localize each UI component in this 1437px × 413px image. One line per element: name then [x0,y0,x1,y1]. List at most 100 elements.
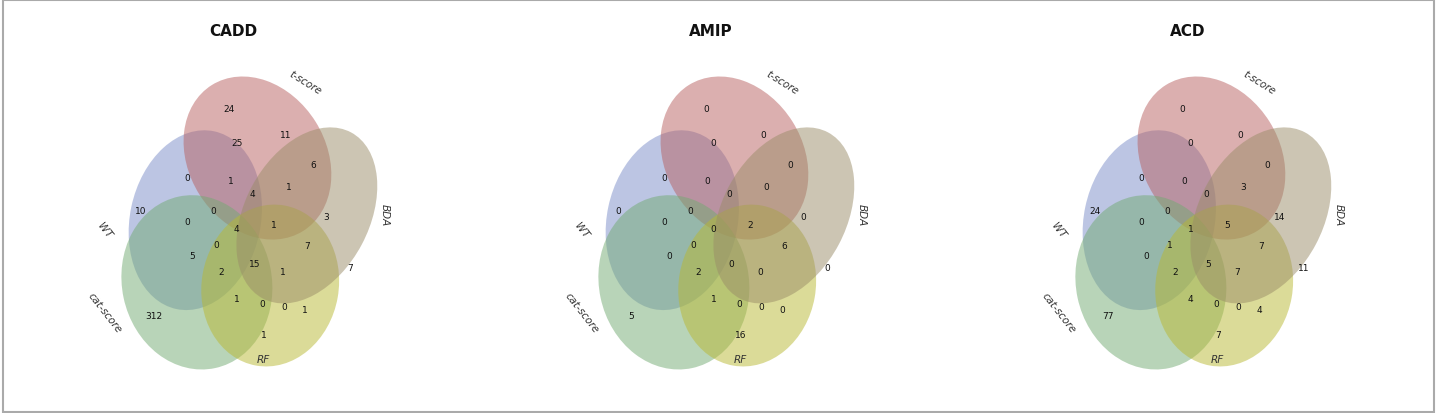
Text: RF: RF [257,354,270,364]
Text: 0: 0 [1138,173,1144,182]
Text: 77: 77 [1102,311,1114,320]
Text: t-score: t-score [1242,69,1277,96]
Text: 6: 6 [780,242,786,251]
Text: 1: 1 [270,221,276,230]
Ellipse shape [678,205,816,367]
Text: BDA: BDA [1334,203,1344,225]
Text: 0: 0 [711,138,717,147]
Text: 0: 0 [1236,302,1242,311]
Text: 7: 7 [305,242,310,251]
Text: 1: 1 [302,305,308,314]
Text: 0: 0 [687,206,693,216]
Text: 0: 0 [823,264,829,273]
Text: 0: 0 [763,183,769,192]
Text: cat-score: cat-score [563,291,601,335]
Text: 0: 0 [779,305,785,314]
Ellipse shape [237,128,378,304]
Text: 11: 11 [1298,264,1309,273]
Text: 0: 0 [1180,105,1186,114]
Text: CADD: CADD [210,24,257,39]
Ellipse shape [598,196,749,370]
Text: 5: 5 [190,251,195,260]
Ellipse shape [605,131,739,310]
Text: 0: 0 [1188,138,1194,147]
Text: 2: 2 [747,221,753,230]
Text: 0: 0 [760,131,766,139]
Ellipse shape [1075,196,1226,370]
Text: BDA: BDA [856,203,867,225]
Text: 0: 0 [800,213,806,222]
Text: 4: 4 [1256,305,1262,314]
Ellipse shape [1138,77,1285,240]
Text: 10: 10 [135,206,147,216]
Text: 11: 11 [280,131,292,139]
Ellipse shape [713,128,854,304]
Ellipse shape [184,77,332,240]
Text: 1: 1 [234,294,240,303]
Text: 16: 16 [736,331,747,339]
Text: 0: 0 [661,218,667,227]
Text: cat-score: cat-score [86,291,124,335]
Text: 5: 5 [628,311,634,320]
Text: 0: 0 [1138,218,1144,227]
Text: 0: 0 [729,259,734,268]
Text: 7: 7 [1214,331,1220,339]
Text: 0: 0 [1204,189,1210,198]
Text: BDA: BDA [379,203,389,225]
Text: 1: 1 [711,294,717,303]
Text: 0: 0 [704,176,710,185]
Text: 0: 0 [1213,299,1219,308]
Text: 0: 0 [736,299,741,308]
Text: 4: 4 [250,189,256,198]
Text: 0: 0 [184,173,190,182]
Text: 7: 7 [1257,242,1263,251]
Text: 1: 1 [262,331,267,339]
Text: 0: 0 [615,206,621,216]
Text: 0: 0 [1144,251,1150,260]
Text: 3: 3 [1240,183,1246,192]
Text: 5: 5 [1206,259,1211,268]
Text: 0: 0 [759,302,764,311]
Text: 24: 24 [223,105,234,114]
Text: 1: 1 [1167,240,1173,249]
Text: 0: 0 [727,189,733,198]
Text: 2: 2 [1173,267,1177,276]
Text: 24: 24 [1089,206,1101,216]
Text: 4: 4 [234,224,240,233]
Text: 14: 14 [1275,213,1286,222]
Text: 7: 7 [1234,267,1240,276]
Text: 0: 0 [1181,176,1187,185]
Text: 0: 0 [282,302,287,311]
Text: 0: 0 [690,240,696,249]
Text: 7: 7 [346,264,352,273]
Text: 1: 1 [286,183,292,192]
Text: 0: 0 [213,240,218,249]
Text: 0: 0 [1237,131,1243,139]
Text: 0: 0 [757,267,763,276]
Text: ACD: ACD [1170,24,1206,39]
Text: 312: 312 [145,311,162,320]
Text: 0: 0 [787,161,793,169]
Ellipse shape [1155,205,1293,367]
Text: 0: 0 [259,299,264,308]
Text: 2: 2 [696,267,701,276]
Text: 0: 0 [1164,206,1170,216]
Text: 1: 1 [227,176,233,185]
Text: 0: 0 [703,105,708,114]
Text: 1: 1 [1188,224,1194,233]
Text: 0: 0 [667,251,673,260]
Text: RF: RF [1211,354,1224,364]
Text: WT: WT [1049,221,1068,240]
Text: RF: RF [734,354,747,364]
Text: 15: 15 [249,259,260,268]
Ellipse shape [661,77,808,240]
Text: 0: 0 [210,206,216,216]
Text: WT: WT [95,221,114,240]
Ellipse shape [1190,128,1331,304]
Text: t-score: t-score [287,69,323,96]
Text: 3: 3 [323,213,329,222]
Ellipse shape [1082,131,1216,310]
Ellipse shape [201,205,339,367]
Text: 25: 25 [231,138,243,147]
Text: 0: 0 [661,173,667,182]
